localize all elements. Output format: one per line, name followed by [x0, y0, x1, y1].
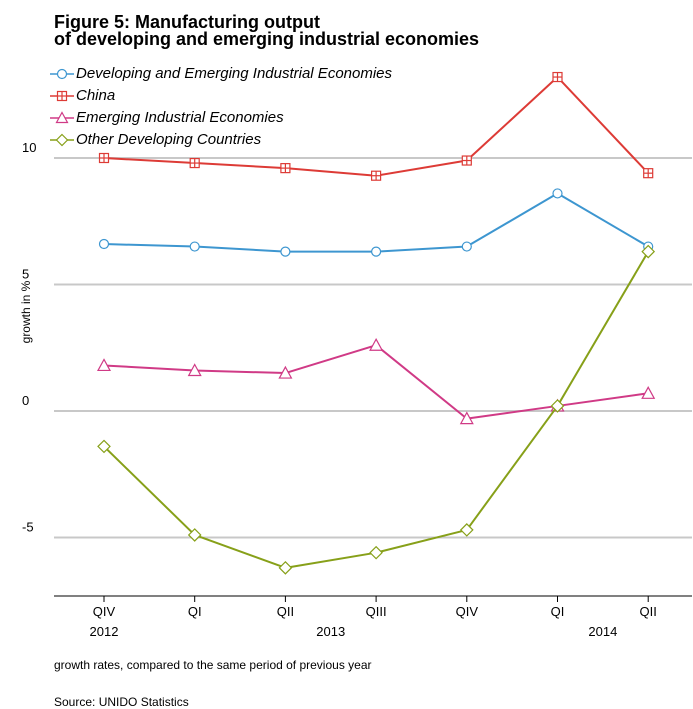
data-point-s0-4	[461, 241, 472, 252]
x-tick-label: QII	[640, 604, 657, 619]
data-point-s3-6	[641, 244, 656, 259]
data-point-s1-5	[552, 71, 563, 83]
data-point-s0-3	[371, 246, 382, 257]
series-line-2	[103, 344, 649, 420]
legend-marker-diamond-icon	[50, 133, 74, 147]
chart-source: Source: UNIDO Statistics	[54, 695, 189, 709]
data-point-s3-1	[187, 528, 202, 542]
x-tick-label: QI	[188, 604, 202, 619]
data-point-s0-2	[280, 246, 291, 257]
data-point-s1-3	[371, 170, 382, 181]
legend-marker-triangle-icon	[50, 111, 74, 124]
y-tick-label: 10	[22, 140, 36, 155]
data-point-s2-1	[187, 363, 202, 377]
x-tick-label: QIII	[366, 604, 387, 619]
data-point-s0-0	[98, 238, 110, 250]
data-point-s0-1	[189, 241, 200, 252]
data-point-s1-2	[280, 163, 291, 174]
series-line-3	[103, 251, 650, 569]
chart-title: Figure 5: Manufacturing output of develo…	[54, 12, 480, 49]
x-tick-label: QIV	[456, 604, 479, 619]
legend-marker-circle-icon	[50, 68, 74, 80]
legend-label-0: Developing and Emerging Industrial Econo…	[76, 65, 393, 82]
title-line-2: of developing and emerging industrial ec…	[54, 29, 480, 49]
x-year-label: 2014	[588, 624, 617, 639]
data-point-s2-4	[459, 411, 474, 425]
chart-note: growth rates, compared to the same perio…	[54, 658, 372, 672]
legend-label-2: Emerging Industrial Economies	[76, 109, 284, 126]
title-line-1: Figure 5: Manufacturing output	[54, 12, 320, 32]
data-point-s2-0	[96, 358, 112, 372]
data-point-s3-5	[550, 399, 565, 413]
data-point-s3-2	[278, 561, 293, 575]
series-line-0	[103, 192, 649, 253]
data-point-s2-2	[278, 365, 293, 379]
x-tick-label: QI	[551, 604, 565, 619]
data-point-s2-3	[369, 337, 384, 351]
data-point-s1-1	[189, 157, 200, 169]
data-point-s1-4	[461, 155, 472, 166]
legend-label-3: Other Developing Countries	[76, 131, 262, 148]
data-point-s3-4	[459, 523, 474, 537]
data-point-s3-3	[369, 545, 383, 560]
series-line-1	[103, 76, 649, 177]
x-tick-label: QIV	[93, 604, 116, 619]
y-tick-label: 0	[22, 393, 29, 408]
data-point-s3-0	[97, 439, 111, 454]
data-point-s2-6	[641, 386, 656, 399]
data-point-s1-0	[98, 152, 110, 164]
x-year-label: 2013	[316, 624, 345, 639]
x-year-label: 2012	[90, 624, 119, 639]
y-axis-label: growth in %	[19, 280, 33, 344]
x-tick-label: QII	[277, 604, 294, 619]
data-point-s1-6	[643, 168, 654, 179]
legend-marker-boxplus-icon	[50, 90, 74, 102]
data-point-s0-5	[552, 188, 563, 199]
y-tick-label: -5	[22, 520, 34, 535]
legend-label-1: China	[76, 87, 116, 104]
y-tick-label: 5	[22, 267, 29, 282]
